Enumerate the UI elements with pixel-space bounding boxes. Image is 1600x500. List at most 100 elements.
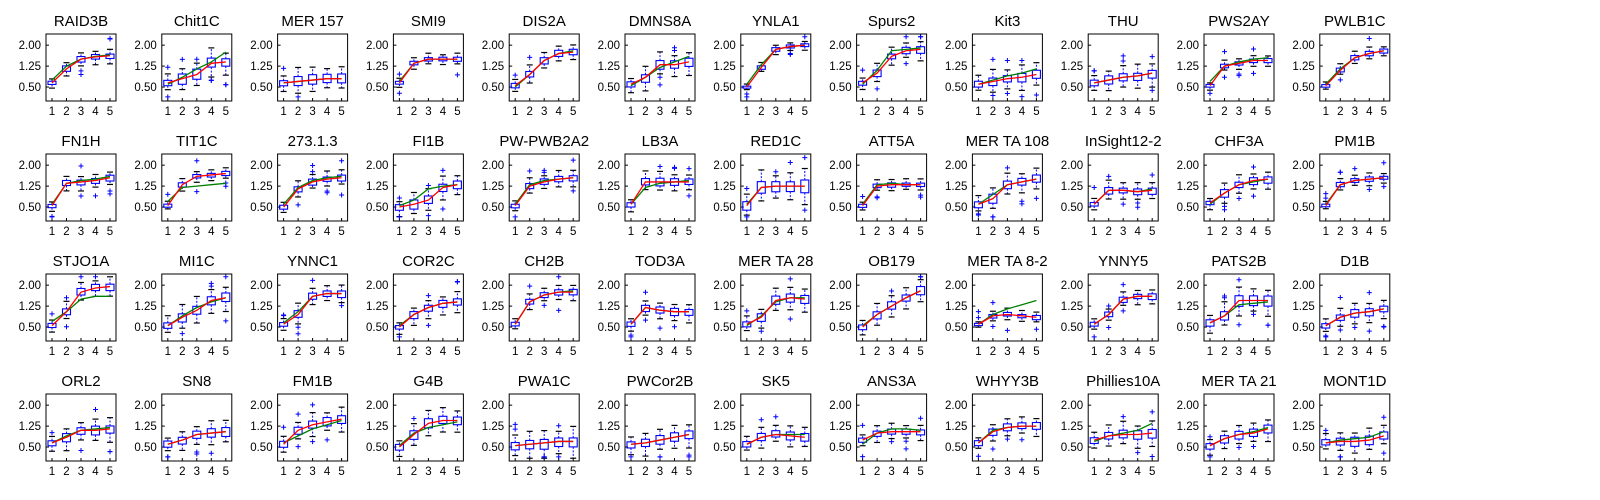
y-tick-label: 0.50 [19, 82, 41, 94]
x-tick-label: 4 [208, 466, 215, 478]
box [409, 311, 419, 320]
outlier-point [194, 158, 200, 164]
x-tick-label: 4 [903, 226, 910, 238]
y-tick-label: 0.50 [945, 322, 967, 334]
outlier-point [860, 422, 866, 428]
outlier-point [93, 274, 98, 280]
x-tick-label: 3 [78, 346, 84, 358]
x-tick-label: 3 [1352, 106, 1358, 118]
outlier-point [78, 447, 84, 453]
x-tick-label: 4 [787, 106, 794, 118]
box [568, 437, 578, 448]
y-tick-label: 0.50 [598, 442, 620, 454]
y-tick-label: 0.50 [1061, 442, 1083, 454]
y-tick-label: 0.50 [250, 82, 272, 94]
panel: MER TA 21 0.50 1.25 2.00 1 2 3 4 5 [1177, 373, 1277, 478]
box [858, 437, 868, 443]
y-tick-label: 0.50 [1292, 322, 1314, 334]
x-tick-label: 2 [1221, 226, 1227, 238]
x-tick-label: 2 [526, 106, 532, 118]
outlier-point [1236, 322, 1242, 328]
outlier-point [744, 186, 750, 192]
outlier-point [889, 288, 895, 294]
x-tick-label: 5 [570, 346, 576, 358]
outlier-point [802, 155, 808, 161]
x-tick-label: 1 [628, 346, 634, 358]
outlier-point [672, 164, 677, 170]
outlier-point [1106, 325, 1112, 331]
x-tick-label: 4 [1366, 466, 1373, 478]
x-tick-label: 4 [92, 346, 99, 358]
outlier-point [310, 277, 316, 283]
y-tick-label: 2.00 [598, 40, 620, 52]
y-tick-label: 2.00 [945, 280, 967, 292]
outlier-point [672, 324, 677, 330]
x-tick-label: 5 [802, 466, 808, 478]
median-line [167, 61, 226, 84]
y-tick-label: 0.50 [598, 202, 620, 214]
y-tick-label: 2.00 [598, 400, 620, 412]
y-tick-label: 1.25 [598, 61, 620, 73]
box [163, 440, 173, 448]
x-tick-label: 1 [512, 466, 518, 478]
y-tick-label: 1.25 [366, 301, 388, 313]
outlier-point [78, 274, 84, 280]
x-tick-label: 4 [324, 466, 331, 478]
y-tick-label: 0.50 [1292, 442, 1314, 454]
y-tick-label: 0.50 [19, 322, 41, 334]
x-tick-label: 5 [223, 466, 229, 478]
y-tick-label: 2.00 [250, 400, 272, 412]
y-tick-label: 1.25 [945, 421, 967, 433]
panel: ANS3A 0.50 1.25 2.00 1 2 3 4 5 [829, 373, 928, 478]
y-tick-label: 0.50 [829, 202, 851, 214]
x-tick-label: 3 [425, 226, 431, 238]
y-tick-label: 1.25 [19, 301, 41, 313]
outlier-point [1019, 437, 1025, 443]
box [858, 203, 868, 208]
x-tick-label: 3 [1004, 466, 1010, 478]
outlier-point [1106, 303, 1112, 309]
outlier-point [396, 71, 402, 77]
panel: Chit1C 0.50 1.25 2.00 1 2 3 4 5 [134, 13, 233, 118]
x-tick-label: 2 [526, 226, 532, 238]
x-tick-label: 2 [1337, 466, 1343, 478]
x-tick-label: 1 [49, 226, 55, 238]
y-tick-label: 0.50 [482, 442, 504, 454]
outlier-point [454, 72, 460, 78]
outlier-point [758, 417, 764, 423]
box [756, 313, 766, 322]
outlier-point [903, 34, 909, 40]
outlier-point [657, 325, 663, 331]
outlier-point [744, 91, 750, 97]
outlier-point [1366, 187, 1372, 193]
y-tick-label: 1.25 [829, 181, 851, 193]
panel-title: RAID3B [54, 13, 108, 30]
box [293, 426, 303, 435]
x-tick-label: 2 [1337, 226, 1343, 238]
outlier-point [744, 308, 750, 314]
panel-title: YNNC1 [287, 253, 338, 270]
median-line [978, 178, 1037, 205]
panel-frame [856, 33, 928, 102]
box [47, 440, 57, 447]
box [626, 202, 636, 208]
x-tick-label: 2 [63, 106, 69, 118]
outlier-point [1207, 90, 1213, 96]
x-tick-label: 2 [642, 106, 648, 118]
panel: WHYY3B 0.50 1.25 2.00 1 2 3 4 5 [945, 373, 1043, 478]
x-tick-label: 1 [1323, 346, 1329, 358]
outlier-point [194, 56, 200, 62]
x-tick-label: 1 [165, 226, 171, 238]
y-tick-label: 2.00 [19, 400, 41, 412]
outlier-point [1366, 35, 1372, 41]
outlier-point [758, 328, 764, 334]
fit-line [746, 297, 805, 327]
panel-title: FN1H [61, 133, 100, 150]
panel-frame [1319, 153, 1391, 222]
y-tick-label: 1.25 [1292, 421, 1314, 433]
x-tick-label: 5 [1381, 106, 1387, 118]
panel-title: SMI9 [411, 13, 446, 30]
panel-frame [161, 153, 233, 222]
box [510, 82, 520, 89]
outlier-point [1222, 49, 1227, 55]
